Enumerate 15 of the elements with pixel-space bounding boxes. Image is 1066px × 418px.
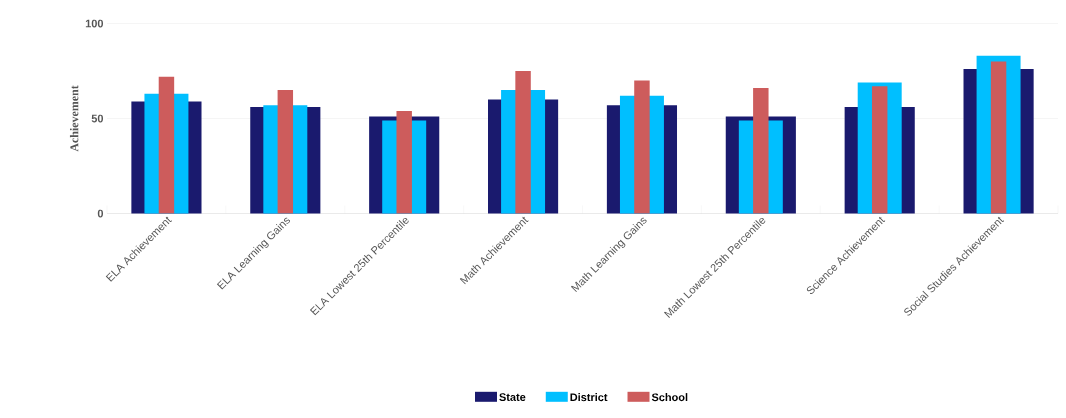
bar	[753, 88, 769, 214]
bar	[515, 71, 531, 214]
bar	[277, 90, 294, 214]
y-axis-title: Achievement	[69, 85, 79, 152]
legend-label: State	[499, 393, 526, 401]
bar	[990, 61, 1007, 214]
y-tick-label: 50	[91, 114, 104, 123]
legend-label: District	[570, 393, 608, 402]
y-tick-label: 0	[97, 209, 104, 218]
legend-label: School	[651, 393, 688, 402]
bar	[871, 86, 888, 214]
bar	[396, 110, 412, 214]
bar	[158, 76, 175, 214]
bar	[634, 80, 650, 214]
y-tick-label: 100	[85, 19, 104, 28]
